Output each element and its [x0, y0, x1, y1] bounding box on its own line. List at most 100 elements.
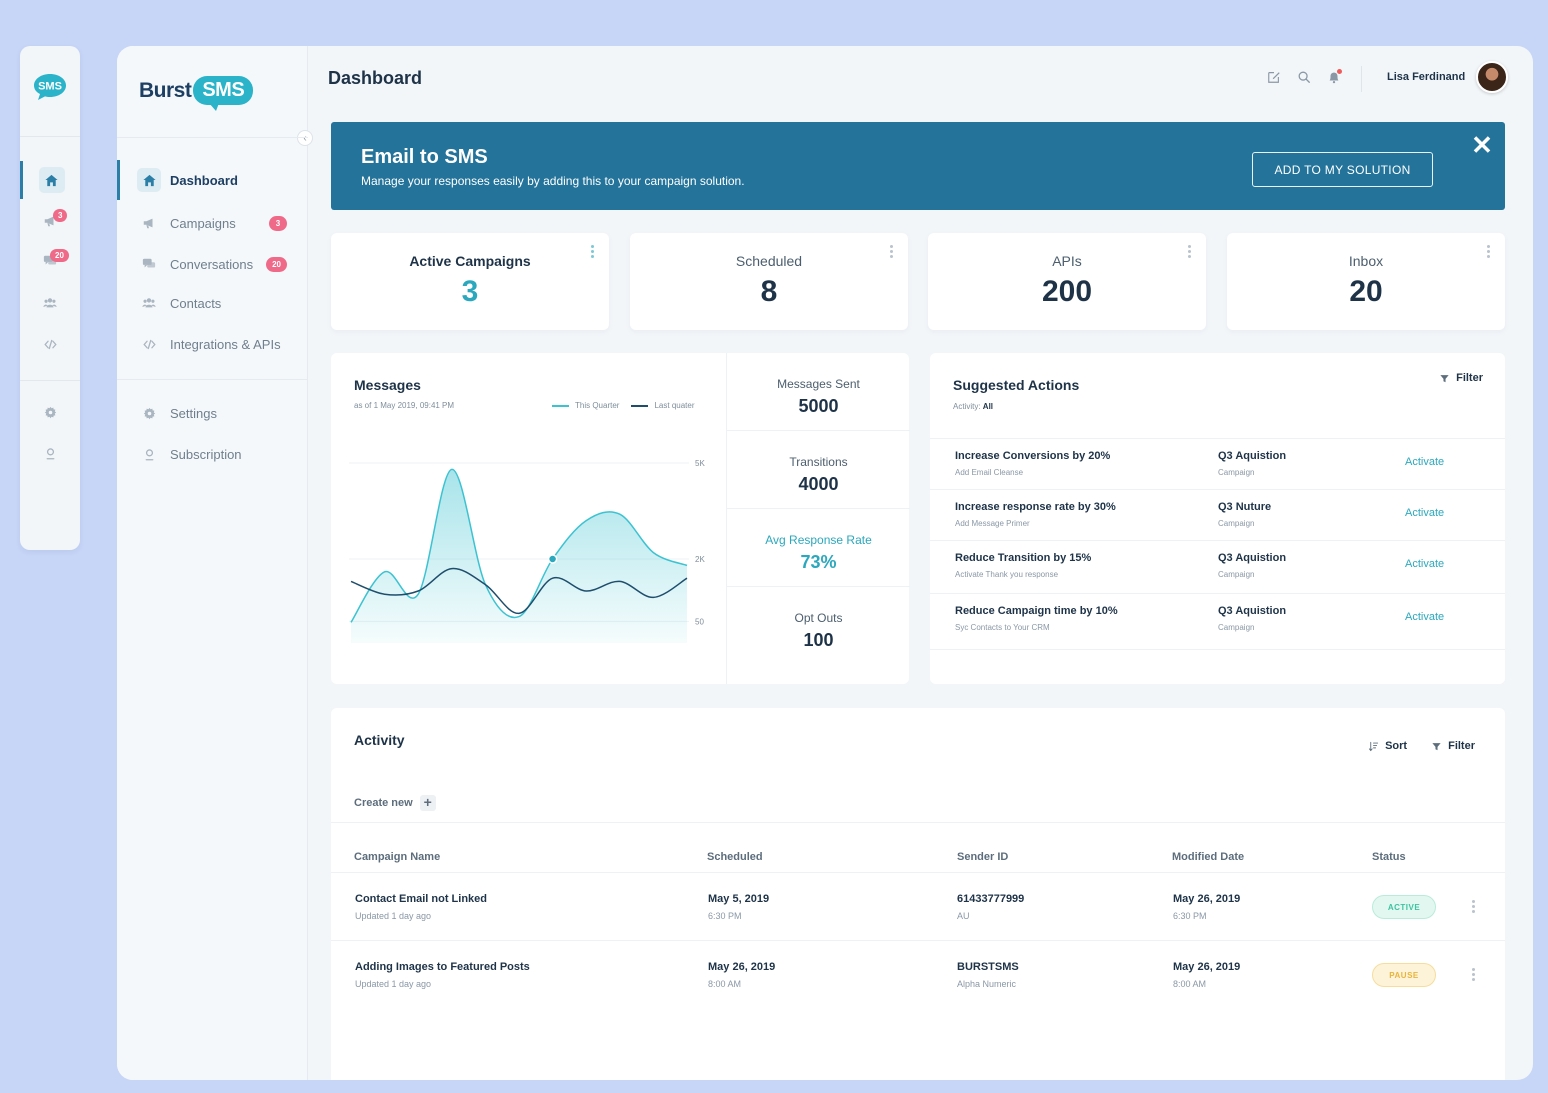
- collapse-sidebar-button[interactable]: ‹: [297, 130, 313, 146]
- metric-value: 4000: [798, 474, 839, 494]
- filter-button[interactable]: Filter: [1439, 372, 1483, 384]
- stat-value: 3: [461, 275, 479, 308]
- activate-link[interactable]: Activate: [1405, 558, 1445, 570]
- table-row[interactable]: Adding Images to Featured Posts Updated 1…: [331, 941, 1505, 1009]
- filter-label: Filter: [1456, 372, 1483, 384]
- message-metrics: Messages Sent 5000 Transitions 4000 Avg …: [726, 353, 910, 684]
- y-tick-label: 50: [695, 617, 704, 626]
- column-header[interactable]: Scheduled: [707, 851, 763, 863]
- column-header[interactable]: Status: [1372, 851, 1406, 863]
- sidebar-item-conversations[interactable]: Conversations 20: [117, 244, 308, 284]
- code-icon: [44, 338, 57, 351]
- modified-date: May 26, 2019: [1173, 961, 1241, 973]
- action-name: Reduce Transition by 15%: [955, 552, 1092, 564]
- close-banner-button[interactable]: ✕: [1469, 132, 1495, 158]
- legend-item[interactable]: This Quarter: [552, 401, 619, 410]
- series-line-this-quarter: [350, 468, 688, 623]
- rail-item-integrations[interactable]: [20, 325, 80, 363]
- sidebar-item-subscription[interactable]: Subscription: [117, 434, 308, 474]
- sidebar-item-label: Conversations: [170, 256, 254, 272]
- close-icon: ✕: [1471, 130, 1493, 160]
- brand-logo[interactable]: Burst SMS: [139, 76, 254, 111]
- filter-icon: [1431, 741, 1442, 752]
- column-header[interactable]: Sender ID: [957, 851, 1009, 863]
- sidebar-item-label: Dashboard: [170, 172, 238, 188]
- filter-button[interactable]: Filter: [1431, 740, 1475, 752]
- rail-item-subscription[interactable]: [20, 434, 80, 472]
- more-options-icon[interactable]: [591, 245, 595, 258]
- activity-divider: [331, 822, 1505, 823]
- sender-sub: AU: [957, 911, 970, 921]
- sidebar-item-dashboard[interactable]: Dashboard: [117, 160, 308, 200]
- action-name: Increase response rate by 30%: [955, 501, 1116, 513]
- column-header[interactable]: Campaign Name: [354, 851, 441, 863]
- more-options-icon[interactable]: [1472, 900, 1476, 913]
- legend-swatch: [631, 404, 649, 407]
- metric-label: Opt Outs: [794, 611, 843, 625]
- stat-card-scheduled[interactable]: Scheduled 8: [630, 233, 908, 330]
- rail-item-contacts[interactable]: [20, 284, 80, 322]
- edit-button[interactable]: [1265, 68, 1283, 86]
- rail-item-conversations[interactable]: 20: [20, 242, 80, 280]
- messages-panel: Messages as of 1 May 2019, 09:41 PM This…: [331, 353, 910, 684]
- rail-item-campaigns[interactable]: 3: [20, 202, 80, 240]
- activate-link[interactable]: Activate: [1405, 507, 1445, 519]
- add-to-solution-button[interactable]: ADD TO MY SOLUTION: [1252, 152, 1433, 187]
- activity-toolbar: Sort Filter: [1368, 740, 1475, 752]
- more-options-icon[interactable]: [1188, 245, 1192, 258]
- sidebar-item-contacts[interactable]: Contacts: [117, 283, 308, 323]
- sms-logo-icon[interactable]: SMS: [33, 73, 67, 101]
- data-point-marker[interactable]: [547, 554, 558, 564]
- legend-item[interactable]: Last quater: [631, 401, 695, 410]
- column-header[interactable]: Modified Date: [1172, 851, 1245, 863]
- code-icon: [143, 338, 156, 351]
- sidebar-item-integrations[interactable]: Integrations & APIs: [117, 324, 308, 364]
- modified-time: 6:30 PM: [1173, 911, 1207, 921]
- more-options-icon[interactable]: [1487, 245, 1491, 258]
- table-row[interactable]: Contact Email not Linked Updated 1 day ag…: [331, 873, 1505, 941]
- user-badge-icon: [143, 448, 156, 461]
- messages-timestamp: as of 1 May 2019, 09:41 PM: [354, 401, 455, 410]
- metric-label: Transitions: [789, 455, 848, 469]
- stat-card-active-campaigns[interactable]: Active Campaigns 3: [331, 233, 609, 330]
- sort-button[interactable]: Sort: [1368, 740, 1407, 752]
- y-tick-label: 5K: [695, 459, 705, 468]
- sidebar-item-settings[interactable]: Settings: [117, 393, 308, 433]
- chat-icon: [142, 257, 156, 271]
- sender-cell: BURSTSMS Alpha Numeric: [957, 961, 1019, 989]
- plus-icon: +: [419, 795, 436, 811]
- stat-label: Scheduled: [735, 253, 803, 269]
- stat-card-inbox[interactable]: Inbox 20: [1227, 233, 1505, 330]
- stat-value: 20: [1349, 275, 1383, 308]
- user-name[interactable]: Lisa Ferdinand: [1387, 71, 1466, 83]
- search-button[interactable]: [1295, 68, 1313, 86]
- activate-link[interactable]: Activate: [1405, 611, 1445, 623]
- scheduled-cell: May 5, 2019 6:30 PM: [708, 893, 769, 921]
- scheduled-date: May 26, 2019: [708, 961, 776, 973]
- scheduled-time: 6:30 PM: [708, 911, 742, 921]
- stat-card-apis[interactable]: APIs 200: [928, 233, 1206, 330]
- updated-text: Updated 1 day ago: [355, 979, 432, 989]
- rail-item-settings[interactable]: [20, 393, 80, 431]
- chart-legend: This Quarter Last quater: [552, 401, 695, 410]
- metric-value: 5000: [798, 396, 839, 416]
- notifications-button[interactable]: [1325, 68, 1343, 86]
- create-new-button[interactable]: Create new +: [354, 795, 436, 811]
- banner-subtitle: Manage your responses easily by adding t…: [361, 174, 745, 188]
- activity-filter-label[interactable]: Activity: All: [953, 402, 993, 411]
- sender-id: BURSTSMS: [957, 961, 1019, 973]
- header-divider: [1361, 66, 1362, 92]
- more-options-icon[interactable]: [1472, 968, 1476, 981]
- updated-text: Updated 1 day ago: [355, 911, 432, 921]
- activate-link[interactable]: Activate: [1405, 456, 1445, 468]
- rail-item-dashboard[interactable]: [20, 161, 80, 199]
- activity-label: Activity:: [953, 402, 981, 411]
- campaign-cell: Adding Images to Featured Posts Updated 1…: [355, 961, 530, 989]
- gear-icon: [143, 407, 156, 420]
- page-title: Dashboard: [328, 68, 423, 88]
- avatar[interactable]: [1476, 61, 1508, 93]
- more-options-icon[interactable]: [890, 245, 894, 258]
- sidebar-item-campaigns[interactable]: Campaigns 3: [117, 203, 308, 243]
- status-badge: ACTIVE: [1372, 895, 1436, 919]
- action-description: Add Email Cleanse: [955, 468, 1024, 477]
